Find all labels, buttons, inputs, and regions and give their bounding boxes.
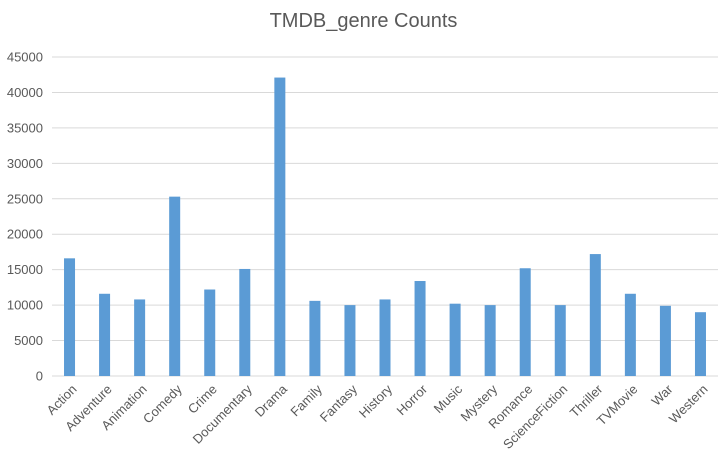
x-tick-label: Drama: [252, 381, 291, 420]
bar-history: [379, 299, 391, 376]
y-tick-label: 10000: [7, 298, 43, 313]
chart-title: TMDB_genre Counts: [269, 10, 458, 32]
bar-horror: [414, 281, 426, 376]
y-tick-label: 20000: [7, 227, 43, 242]
x-tick-label: Comedy: [140, 381, 185, 426]
x-tick-label: History: [356, 381, 396, 421]
bar-thriller: [589, 254, 601, 376]
bar-drama: [274, 77, 286, 377]
y-tick-label: 25000: [7, 191, 43, 206]
y-axis-ticks: 0 5000 10000 15000 20000 25000 30000 35000 40000…: [7, 50, 43, 384]
bar-adventure: [99, 293, 111, 376]
bar-action: [64, 258, 76, 376]
bar-animation: [134, 299, 146, 376]
bar-western: [694, 312, 706, 376]
y-tick-label: 40000: [7, 85, 43, 100]
bar-mystery: [484, 305, 496, 376]
bars: [64, 77, 706, 377]
bar-comedy: [169, 196, 181, 376]
bar-war: [659, 305, 671, 376]
y-tick-label: 45000: [7, 50, 43, 65]
bar-music: [449, 303, 461, 376]
bar-family: [309, 300, 321, 376]
y-tick-label: 5000: [14, 333, 43, 348]
x-tick-label: Fantasy: [317, 381, 361, 425]
bar-romance: [519, 268, 531, 376]
bar-fantasy: [344, 305, 356, 376]
bar-documentary: [239, 268, 251, 376]
x-tick-label: War: [648, 381, 676, 409]
bar-crime: [204, 289, 216, 376]
y-tick-label: 15000: [7, 262, 43, 277]
bar-tvmovie: [624, 293, 636, 376]
y-tick-label: 0: [36, 369, 43, 384]
x-tick-label: Horror: [394, 381, 431, 418]
y-tick-label: 35000: [7, 120, 43, 135]
x-tick-label: Western: [666, 382, 711, 427]
bar-sciencefiction: [554, 305, 566, 376]
y-tick-label: 30000: [7, 156, 43, 171]
